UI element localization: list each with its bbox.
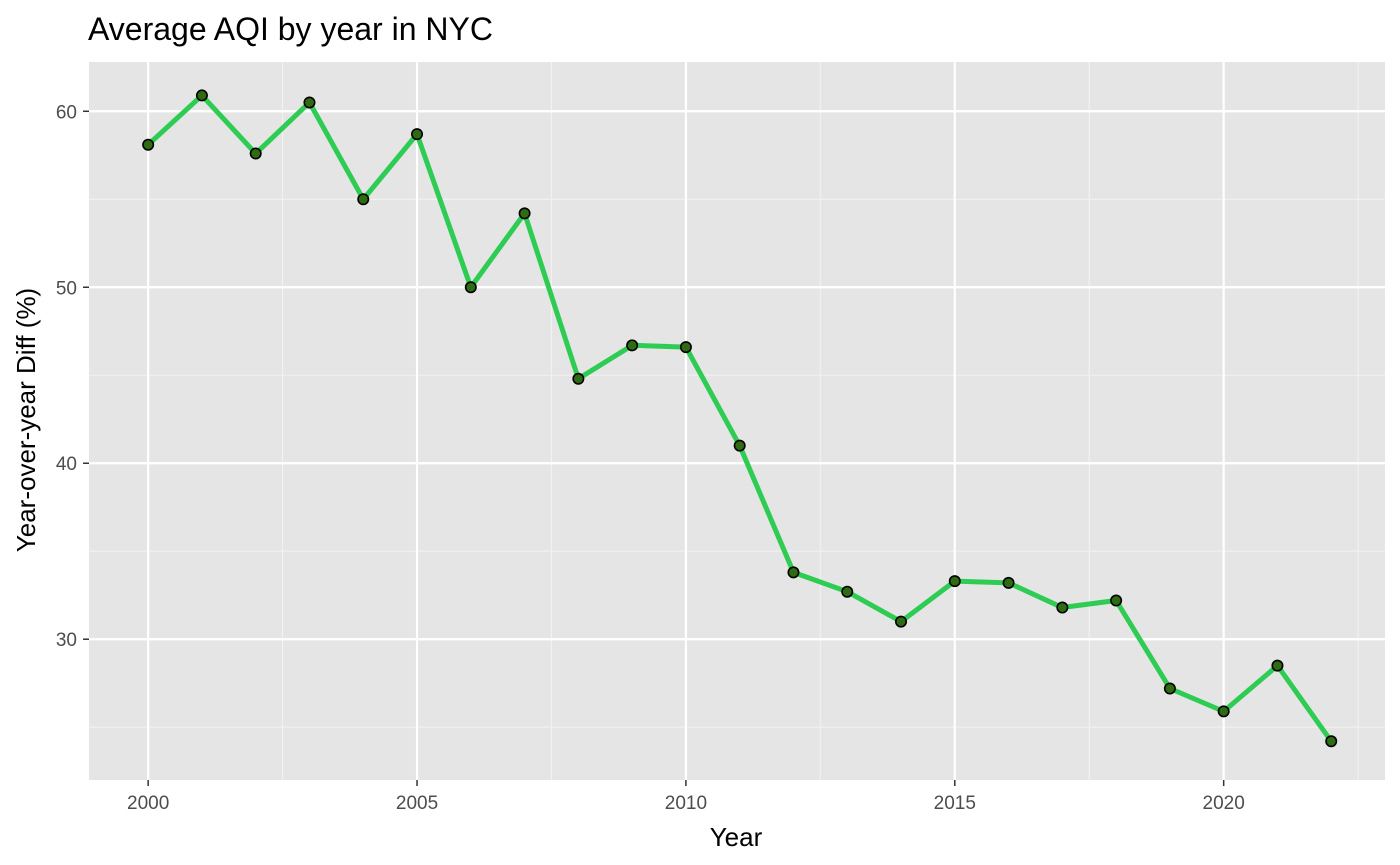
data-point [1163, 682, 1176, 695]
x-axis: 2000 2005 2010 2015 2020 [127, 780, 1245, 814]
data-point [249, 147, 262, 160]
data-point [948, 575, 961, 588]
data-point [1217, 705, 1230, 718]
y-tick-label: 60 [56, 102, 77, 123]
y-axis: 30 40 50 60 [56, 102, 89, 651]
x-axis-label: Year [710, 822, 763, 852]
y-tick-label: 50 [56, 278, 77, 299]
data-point [142, 138, 155, 151]
data-point [626, 339, 639, 352]
data-point [518, 207, 531, 220]
data-point [733, 439, 746, 452]
minor-gridlines [89, 62, 1385, 780]
data-point [895, 615, 908, 628]
data-point [572, 372, 585, 385]
plot-panel [89, 62, 1385, 780]
x-tick-label: 2015 [934, 793, 976, 814]
x-tick-label: 2000 [127, 793, 169, 814]
data-point [464, 281, 477, 294]
data-point [679, 341, 692, 354]
x-tick-label: 2010 [665, 793, 707, 814]
major-gridlines [89, 62, 1385, 780]
data-point [195, 89, 208, 102]
data-point [841, 585, 854, 598]
data-point [357, 193, 370, 206]
chart-title: Average AQI by year in NYC [88, 11, 493, 47]
data-point [1056, 601, 1069, 614]
y-tick-label: 40 [56, 454, 77, 475]
y-tick-label: 30 [56, 630, 77, 651]
data-points [142, 89, 1338, 748]
data-point [1110, 594, 1123, 607]
data-point [1002, 576, 1015, 589]
data-point [1325, 735, 1338, 748]
x-tick-label: 2020 [1203, 793, 1245, 814]
data-point [303, 96, 316, 109]
data-point [787, 566, 800, 579]
data-point [1271, 659, 1284, 672]
x-tick-label: 2005 [396, 793, 438, 814]
y-axis-label: Year-over-year Diff (%) [11, 288, 41, 552]
data-point [411, 128, 424, 141]
